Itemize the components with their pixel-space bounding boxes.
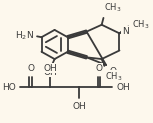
Text: N: N xyxy=(134,19,140,28)
Text: OH: OH xyxy=(43,64,57,73)
Text: OH: OH xyxy=(117,83,131,92)
Text: O: O xyxy=(27,64,34,73)
Text: O: O xyxy=(95,64,103,73)
Text: N: N xyxy=(122,27,129,36)
Text: O: O xyxy=(110,67,117,76)
Text: CH$_3$: CH$_3$ xyxy=(105,70,123,83)
Text: CH$_3$: CH$_3$ xyxy=(132,19,149,31)
Text: OH: OH xyxy=(43,68,57,77)
Text: HO: HO xyxy=(2,83,15,92)
Text: CH$_3$: CH$_3$ xyxy=(104,1,122,14)
Text: H$_2$N: H$_2$N xyxy=(15,29,34,42)
Text: OH: OH xyxy=(73,102,86,111)
